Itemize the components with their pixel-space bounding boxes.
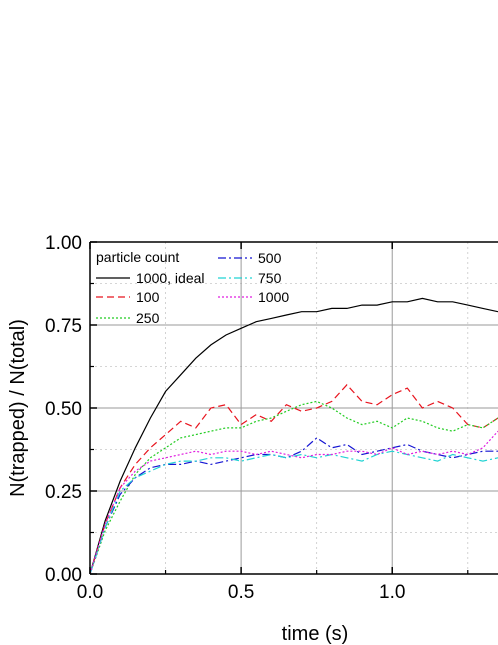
legend-entry-3: 500: [258, 250, 282, 266]
series-line-0: [89, 297, 498, 575]
legend-entry-0: 1000, ideal: [136, 270, 205, 286]
legend-entry-1: 100: [136, 289, 160, 305]
y-tick-label: 0.75: [45, 316, 82, 337]
x-tick-label: 1.0: [379, 582, 405, 603]
series-line-2: [89, 400, 498, 575]
series-line-4: [89, 450, 498, 575]
y-tick-label: 0.25: [45, 482, 82, 503]
y-tick-label: 1.00: [45, 233, 82, 254]
axes: 0.0 0.5 1.0 0.00 0.25 0.50 0.75 1.00: [45, 233, 498, 603]
legend-entry-4: 750: [258, 270, 282, 286]
y-tick-label: 0.50: [45, 399, 82, 420]
grid-lines: [90, 242, 498, 574]
x-tick-label: 0.5: [228, 582, 254, 603]
legend-entry-2: 250: [136, 310, 160, 326]
series-line-3: [89, 437, 498, 575]
x-axis-label: time (s): [282, 623, 349, 645]
legend-entry-5: 1000: [258, 289, 289, 305]
series-line-5: [89, 430, 498, 575]
y-tick-label: 0.00: [45, 565, 82, 586]
series-line-1: [89, 383, 498, 575]
x-tick-label: 0.0: [77, 582, 103, 603]
legend: particle count 1000, ideal 100 250 500 750 100…: [96, 249, 289, 326]
plot-area: [89, 297, 498, 575]
legend-title: particle count: [96, 249, 179, 265]
y-axis-label: N(trapped) / N(total): [7, 319, 29, 497]
